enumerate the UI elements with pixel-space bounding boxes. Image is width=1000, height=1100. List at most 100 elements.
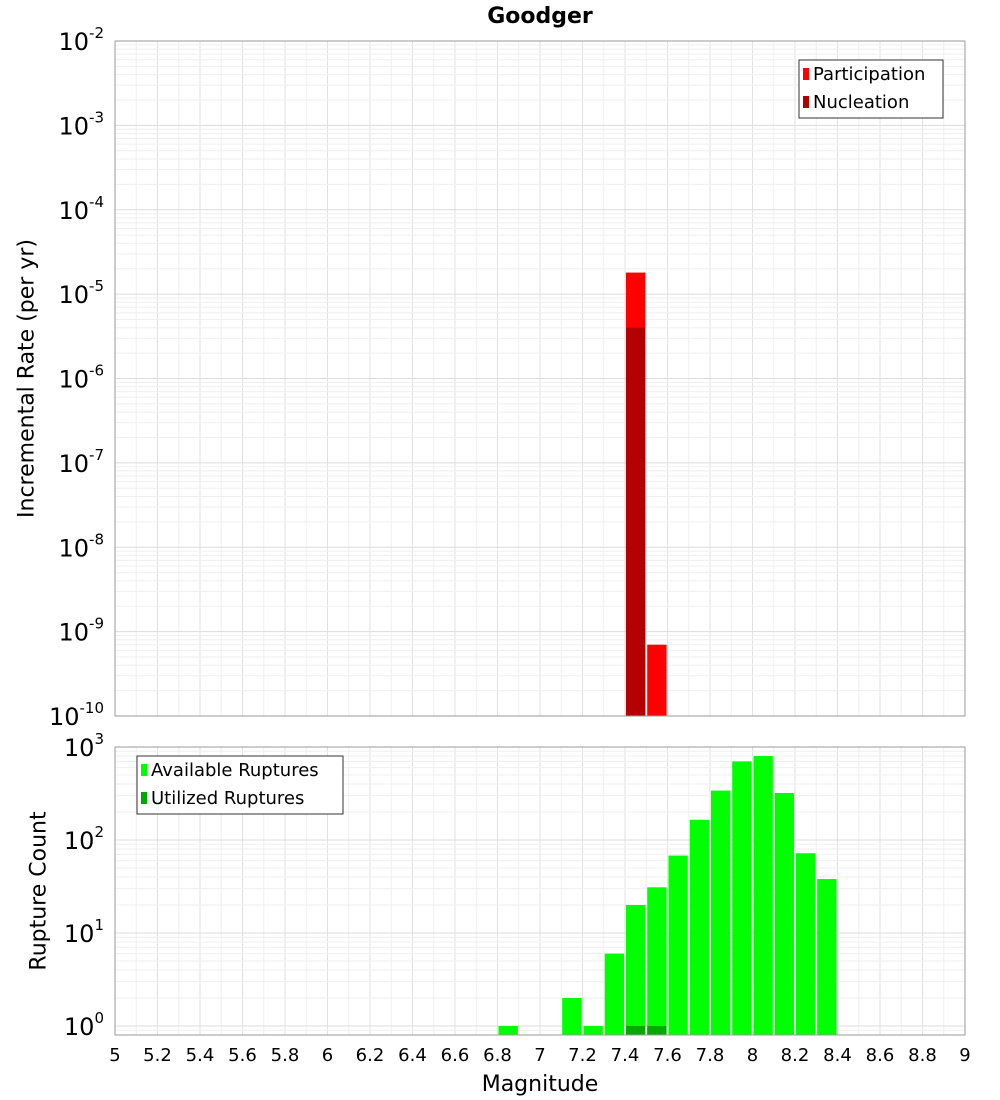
x-tick-label: 8.8	[908, 1045, 937, 1066]
x-tick-label: 5.2	[143, 1045, 172, 1066]
y-tick-base: 10	[58, 112, 89, 140]
y-tick-base: 10	[64, 1013, 95, 1041]
y-tick-exponent: 0	[94, 1009, 104, 1027]
x-tick-label: 6.2	[356, 1045, 385, 1066]
y-axis-label: Rupture Count	[27, 811, 52, 971]
y-tick-exponent: -6	[89, 362, 104, 380]
bar-available-ruptures	[753, 756, 773, 1035]
x-tick-label: 5.8	[271, 1045, 300, 1066]
x-tick-label: 8.2	[781, 1045, 810, 1066]
x-tick-label: 8.4	[823, 1045, 852, 1066]
legend-swatch-participation	[803, 68, 809, 80]
x-tick-label: 6	[322, 1045, 333, 1066]
bar-participation	[647, 644, 667, 716]
plot-frame	[114, 40, 966, 717]
y-tick-label: 10-10	[49, 699, 104, 731]
bar-available-ruptures	[817, 879, 837, 1035]
bar-available-ruptures	[647, 887, 667, 1035]
x-tick-label: 6.4	[398, 1045, 427, 1066]
y-tick-base: 10	[58, 450, 89, 478]
y-tick-exponent: 2	[94, 823, 104, 841]
x-tick-label: 7.8	[696, 1045, 725, 1066]
y-axis-label: Incremental Rate (per yr)	[15, 239, 40, 518]
x-axis-label: Magnitude	[482, 1072, 599, 1097]
y-tick-base: 10	[58, 534, 89, 562]
y-tick-exponent: 1	[94, 916, 104, 934]
y-tick-base: 10	[64, 920, 95, 948]
bar-available-ruptures	[732, 761, 752, 1035]
x-tick-label: 8	[747, 1045, 758, 1066]
bar-utilized-ruptures	[625, 1025, 646, 1035]
bar-available-ruptures	[604, 953, 625, 1035]
x-tick-label: 6.6	[441, 1045, 470, 1066]
legend: Available Ruptures Utilized Ruptures	[136, 755, 344, 815]
legend-box	[798, 59, 944, 119]
y-tick-base: 10	[58, 366, 89, 394]
y-tick-label: 10-8	[58, 530, 104, 562]
y-tick-base: 10	[58, 28, 89, 56]
y-tick-exponent: -8	[89, 530, 104, 548]
bar-available-ruptures	[668, 855, 688, 1035]
y-tick-label: 10-3	[58, 108, 104, 140]
plot-frame	[114, 746, 966, 1036]
bar-available-ruptures	[498, 1025, 518, 1035]
y-tick-label: 101	[64, 916, 104, 948]
chart-title: Goodger	[487, 4, 593, 29]
x-tick-label: 7.4	[611, 1045, 640, 1066]
y-tick-base: 10	[49, 703, 80, 731]
legend-label-participation: Participation	[813, 64, 925, 85]
grid	[114, 40, 966, 717]
x-tick-label: 6.8	[483, 1045, 512, 1066]
bars	[625, 272, 667, 716]
x-tick-label: 8.6	[866, 1045, 895, 1066]
x-tick-label: 5.6	[228, 1045, 257, 1066]
bars	[498, 756, 837, 1035]
y-tick-exponent: -3	[89, 108, 104, 126]
y-tick-label: 10-7	[58, 446, 104, 478]
bar-available-ruptures	[774, 793, 795, 1035]
bar-available-ruptures	[689, 819, 710, 1035]
bar-available-ruptures	[795, 853, 816, 1035]
y-tick-label: 10-5	[58, 277, 104, 309]
legend-swatch-nucleation	[803, 96, 809, 108]
y-tick-exponent: 3	[94, 730, 104, 748]
chart-panel-1: 10-1010-910-810-710-610-510-410-310-2Goo…	[15, 4, 966, 731]
x-tick-label: 9	[959, 1045, 970, 1066]
bar-available-ruptures	[562, 997, 582, 1035]
y-tick-exponent: -2	[89, 24, 104, 42]
y-tick-label: 10-6	[58, 362, 104, 394]
x-tick-labels: 5 5.2 5.4 5.6 5.8 6 6.2 6.4 6.6 6.8 7 7.2 7.4 7.6 7.8 8…	[109, 1045, 970, 1066]
y-tick-base: 10	[58, 197, 89, 225]
x-tick-label: 5	[109, 1045, 120, 1066]
y-tick-label: 10-2	[58, 24, 104, 56]
legend: Participation Nucleation	[798, 59, 944, 119]
y-tick-base: 10	[64, 734, 95, 762]
legend-label-nucleation: Nucleation	[813, 92, 909, 113]
y-tick-exponent: -9	[89, 615, 104, 633]
y-tick-label: 10-4	[58, 193, 104, 225]
y-tick-label: 10-9	[58, 615, 104, 647]
y-tick-label: 102	[64, 823, 104, 855]
legend-swatch-utilized-ruptures	[141, 792, 147, 804]
legend-box	[136, 755, 344, 815]
y-tick-label: 100	[64, 1009, 104, 1041]
y-tick-base: 10	[58, 281, 89, 309]
x-tick-label: 7.2	[568, 1045, 597, 1066]
y-tick-base: 10	[58, 619, 89, 647]
bar-nucleation	[625, 327, 646, 716]
bar-utilized-ruptures	[647, 1025, 667, 1035]
y-tick-exponent: -10	[80, 699, 105, 717]
y-tick-exponent: -4	[89, 193, 104, 211]
x-tick-label: 7.6	[653, 1045, 682, 1066]
bar-available-ruptures	[583, 1025, 603, 1035]
legend-label-utilized-ruptures: Utilized Ruptures	[151, 788, 304, 809]
legend-swatch-available-ruptures	[141, 764, 147, 776]
x-tick-label: 7	[534, 1045, 545, 1066]
y-tick-label: 103	[64, 730, 104, 762]
y-tick-base: 10	[64, 827, 95, 855]
y-tick-exponent: -7	[89, 446, 104, 464]
